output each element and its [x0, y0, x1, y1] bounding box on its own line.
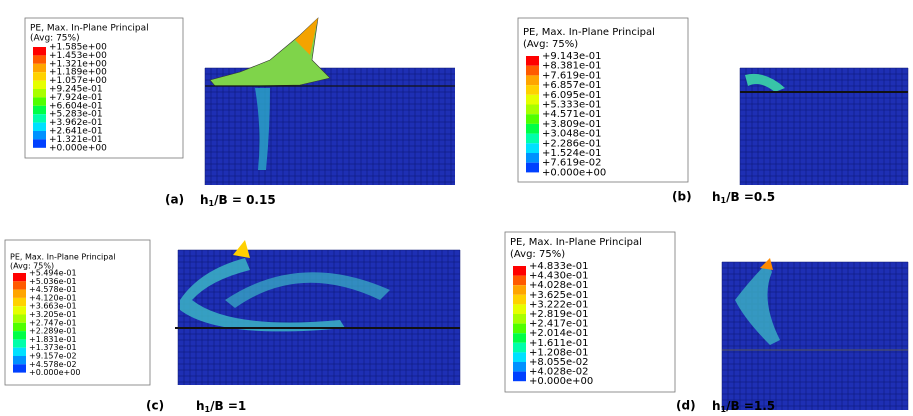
legend-swatch — [13, 273, 26, 281]
figure: PE, Max. In-Plane Principal(Avg: 75%)+1.… — [0, 0, 913, 416]
legend-swatch — [526, 124, 539, 134]
legend-swatch — [33, 55, 46, 63]
peak-strain — [233, 240, 250, 258]
caption-var: h — [712, 399, 721, 413]
legend-swatch — [513, 285, 526, 295]
legend-title: (Avg: 75%) — [523, 39, 578, 50]
legend-swatch — [13, 323, 26, 331]
legend-swatch — [13, 315, 26, 323]
legend-swatch — [526, 153, 539, 163]
legend-swatch — [13, 331, 26, 339]
caption-rest: /B =1.5 — [726, 399, 775, 413]
caption: h1/B = 0.15 — [200, 193, 276, 208]
legend-swatch — [13, 306, 26, 314]
legend-swatch — [13, 348, 26, 356]
legend-swatch — [513, 295, 526, 305]
legend-swatch — [513, 276, 526, 286]
legend-swatch — [33, 97, 46, 105]
legend-title: PE, Max. In-Plane Principal — [10, 253, 115, 262]
legend-swatch — [33, 72, 46, 80]
legend-swatch — [513, 362, 526, 372]
legend-title: PE, Max. In-Plane Principal — [523, 27, 655, 38]
caption: h1/B =0.5 — [712, 190, 775, 205]
caption-label: (b) — [672, 190, 692, 204]
legend-swatch — [33, 139, 46, 147]
legend-swatch — [33, 81, 46, 89]
caption-label: (c) — [146, 399, 164, 413]
legend-swatch — [526, 75, 539, 85]
legend-swatch — [513, 266, 526, 276]
legend-swatch — [526, 143, 539, 153]
legend-swatch — [13, 356, 26, 364]
legend-swatch — [13, 298, 26, 306]
caption-rest: /B =0.5 — [726, 190, 775, 204]
legend-swatch — [513, 343, 526, 353]
legend-swatch — [33, 123, 46, 131]
legend-swatch — [526, 134, 539, 144]
legend-value: +0.000e+00 — [529, 376, 593, 387]
legend-swatch — [513, 324, 526, 334]
legend: PE, Max. In-Plane Principal(Avg: 75%)+9.… — [518, 18, 775, 205]
legend-swatch — [526, 85, 539, 95]
caption-label: (a) — [165, 193, 184, 207]
caption-var: h — [712, 190, 721, 204]
legend-swatch — [513, 352, 526, 362]
caption-label: (d) — [676, 399, 696, 413]
legend-swatch — [513, 333, 526, 343]
legend-swatch — [13, 364, 26, 372]
legend-swatch — [526, 114, 539, 124]
legend-swatch — [13, 281, 26, 289]
caption-var: h — [200, 193, 209, 207]
legend-swatch — [13, 290, 26, 298]
legend-swatch — [13, 339, 26, 347]
legend-swatch — [33, 47, 46, 55]
caption: h1/B =1 — [196, 399, 246, 414]
legend-swatch — [513, 314, 526, 324]
legend-value: +0.000e+00 — [542, 167, 606, 178]
legend-value: +0.000e+00 — [29, 368, 80, 377]
caption-var: h — [196, 399, 205, 413]
legend-swatch — [33, 131, 46, 139]
legend-swatch — [526, 105, 539, 115]
caption: h1/B =1.5 — [712, 399, 775, 414]
legend-swatch — [526, 56, 539, 66]
legend-swatch — [33, 106, 46, 114]
legend-title: PE, Max. In-Plane Principal — [510, 237, 642, 248]
legend-swatch — [33, 64, 46, 72]
legend-title: PE, Max. In-Plane Principal — [30, 24, 149, 34]
legend-swatch — [513, 304, 526, 314]
legend-swatch — [526, 95, 539, 105]
legend-swatch — [526, 66, 539, 76]
legend-value: +0.000e+00 — [49, 143, 107, 153]
legend-title: (Avg: 75%) — [510, 249, 565, 260]
caption-rest: /B =1 — [210, 399, 246, 413]
legend-swatch — [526, 163, 539, 173]
legend-swatch — [513, 372, 526, 382]
legend-swatch — [33, 114, 46, 122]
caption-rest: /B = 0.15 — [214, 193, 276, 207]
legend-swatch — [33, 89, 46, 97]
